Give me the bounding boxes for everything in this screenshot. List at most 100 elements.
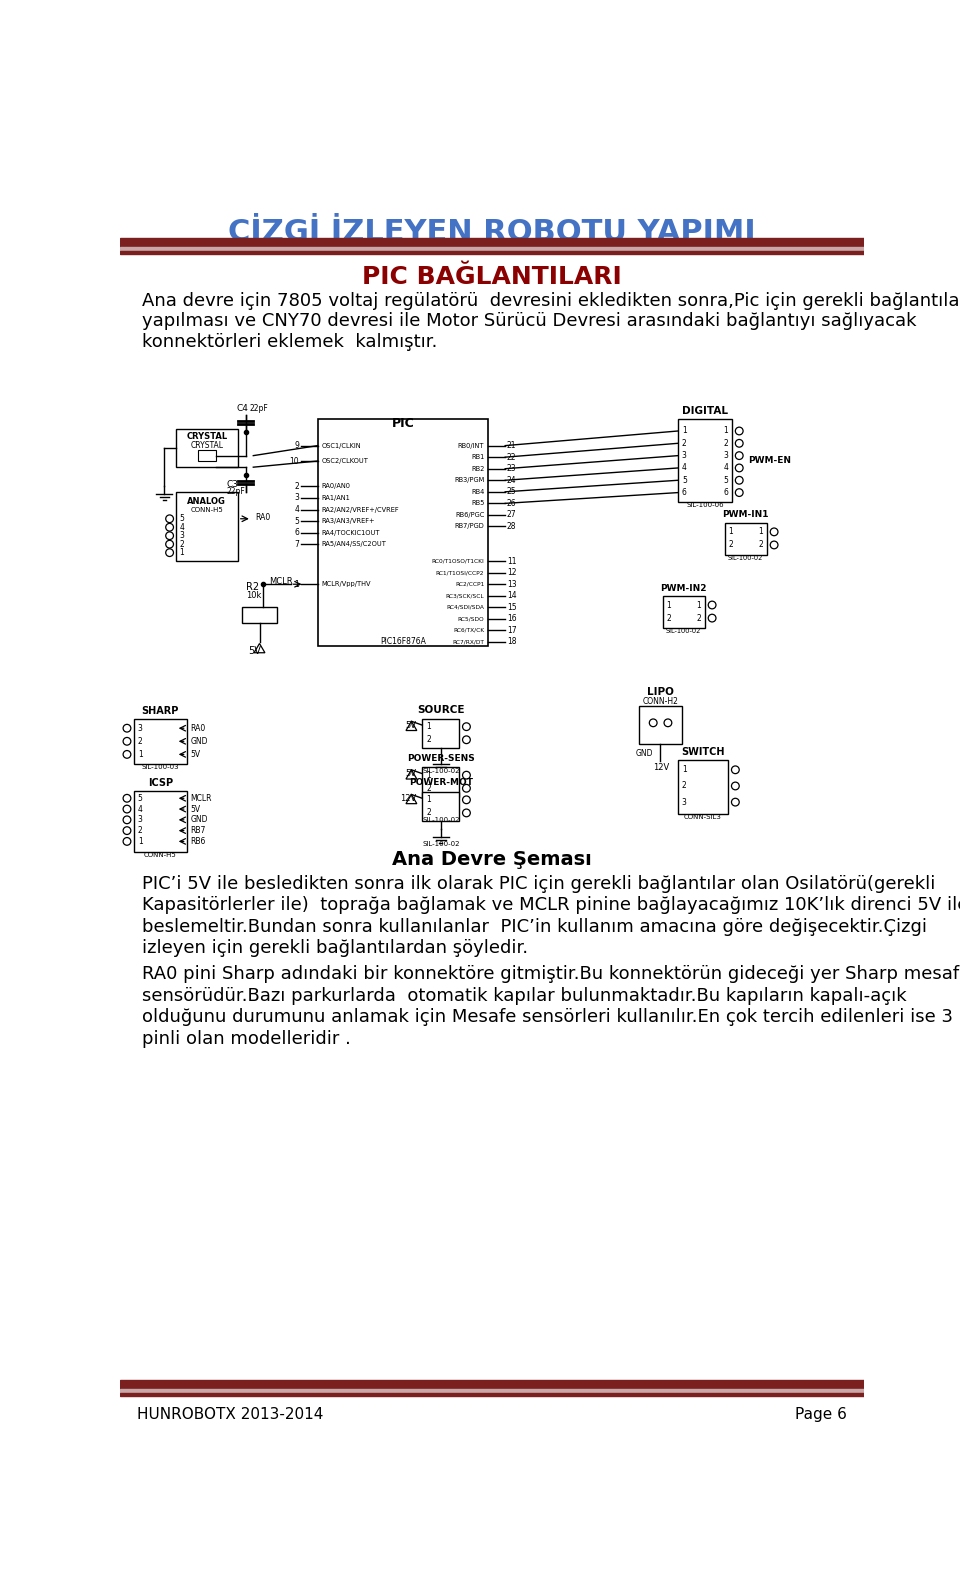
Text: RA4/TOCKIC1OUT: RA4/TOCKIC1OUT <box>322 530 380 536</box>
Text: 10k: 10k <box>247 591 262 600</box>
Text: 1: 1 <box>180 547 184 557</box>
Bar <box>120 1389 864 1393</box>
Text: RA5/AN4/SS/C2OUT: RA5/AN4/SS/C2OUT <box>322 541 386 547</box>
Text: RC5/SDO: RC5/SDO <box>458 616 484 621</box>
Text: 7: 7 <box>294 539 299 549</box>
Text: Kapasitörlerler ile)  toprağa bağlamak ve MCLR pinine bağlayacağımız 10K’lık dir: Kapasitörlerler ile) toprağa bağlamak ve… <box>142 895 960 915</box>
Text: 28: 28 <box>507 522 516 531</box>
Text: 1: 1 <box>295 579 299 589</box>
Text: Ana devre için 7805 voltaj regülatörü  devresini ekledikten sonra,Pic için gerek: Ana devre için 7805 voltaj regülatörü de… <box>142 292 960 310</box>
Text: 2: 2 <box>666 613 671 622</box>
Bar <box>120 238 864 247</box>
Text: 1: 1 <box>666 600 671 610</box>
Text: CONN-H5: CONN-H5 <box>190 506 223 512</box>
Text: 22pF: 22pF <box>227 487 245 496</box>
Text: 9: 9 <box>294 440 299 450</box>
Text: 22: 22 <box>507 453 516 461</box>
Text: 12: 12 <box>507 568 516 578</box>
Text: 2: 2 <box>758 541 763 549</box>
Text: 3: 3 <box>138 723 143 733</box>
Text: 5: 5 <box>138 793 143 803</box>
Text: PIC’i 5V ile besledikten sonra ilk olarak PIC için gerekli bağlantılar olan Osil: PIC’i 5V ile besledikten sonra ilk olara… <box>142 875 935 892</box>
Text: CRYSTAL: CRYSTAL <box>186 433 228 440</box>
Text: pinli olan modelleridir .: pinli olan modelleridir . <box>142 1029 350 1049</box>
Text: 2: 2 <box>295 482 299 492</box>
Text: SOURCE: SOURCE <box>417 705 465 715</box>
Text: OSC1/CLKIN: OSC1/CLKIN <box>322 442 361 448</box>
Bar <box>198 450 216 461</box>
Text: SIL-100-02: SIL-100-02 <box>422 841 460 847</box>
Text: PIC BAĞLANTILARI: PIC BAĞLANTILARI <box>362 265 622 289</box>
Text: PWM-EN: PWM-EN <box>748 456 791 464</box>
Text: RC6/TX/CK: RC6/TX/CK <box>453 627 484 634</box>
Text: RC4/SDI/SDA: RC4/SDI/SDA <box>446 605 484 610</box>
Text: MCLR: MCLR <box>270 578 293 586</box>
Text: Ana Devre Şeması: Ana Devre Şeması <box>392 849 592 868</box>
Bar <box>422 768 460 796</box>
Bar <box>662 595 706 629</box>
Text: 6: 6 <box>682 488 686 496</box>
Text: 1: 1 <box>426 795 431 804</box>
Text: 10: 10 <box>289 456 299 466</box>
Text: 13: 13 <box>507 579 516 589</box>
Text: MCLR/Vpp/THV: MCLR/Vpp/THV <box>322 581 371 587</box>
Text: 22pF: 22pF <box>250 404 268 413</box>
Text: 4: 4 <box>138 804 143 814</box>
Text: 5V: 5V <box>249 646 261 656</box>
Text: RB7: RB7 <box>190 827 205 835</box>
Bar <box>176 492 238 562</box>
Text: RA1/AN1: RA1/AN1 <box>322 495 350 501</box>
Text: 1: 1 <box>138 836 143 846</box>
Text: RC2/CCP1: RC2/CCP1 <box>455 581 484 587</box>
Text: 4: 4 <box>294 504 299 514</box>
Text: Page 6: Page 6 <box>795 1406 847 1422</box>
Text: SIL-100-02: SIL-100-02 <box>728 555 763 562</box>
Text: CONN-H2: CONN-H2 <box>642 697 678 705</box>
Text: OSC2/CLKOUT: OSC2/CLKOUT <box>322 458 369 464</box>
Polygon shape <box>406 721 417 731</box>
Bar <box>678 418 732 501</box>
Text: SWITCH: SWITCH <box>681 747 725 757</box>
Text: RB3/PGM: RB3/PGM <box>454 477 484 484</box>
Text: 3: 3 <box>682 798 686 806</box>
Text: DIGITAL: DIGITAL <box>683 405 728 417</box>
Bar <box>725 522 767 555</box>
Text: SIL-100-02: SIL-100-02 <box>665 629 701 634</box>
Text: konnektörleri eklemek  kalmıştır.: konnektörleri eklemek kalmıştır. <box>142 334 437 351</box>
Text: 27: 27 <box>507 511 516 519</box>
Text: 1: 1 <box>426 721 431 731</box>
Bar <box>120 1393 864 1396</box>
Text: C4: C4 <box>236 404 248 413</box>
Text: 1: 1 <box>682 766 686 774</box>
Text: 3: 3 <box>294 493 299 503</box>
Text: 11: 11 <box>507 557 516 565</box>
Text: 2: 2 <box>426 809 431 817</box>
Text: yapılması ve CNY70 devresi ile Motor Sürücü Devresi arasındaki bağlantıyı sağlıy: yapılması ve CNY70 devresi ile Motor Sür… <box>142 313 916 330</box>
Text: CONN-H5: CONN-H5 <box>144 852 177 859</box>
Text: 1: 1 <box>426 771 431 780</box>
Text: RA3/AN3/VREF+: RA3/AN3/VREF+ <box>322 519 375 523</box>
Text: 3: 3 <box>682 452 686 460</box>
Text: 2: 2 <box>724 439 729 448</box>
Text: CRYSTAL: CRYSTAL <box>190 440 224 450</box>
Bar <box>176 429 238 468</box>
Text: 5: 5 <box>294 517 299 525</box>
Text: 12V: 12V <box>653 763 669 772</box>
Text: 2: 2 <box>682 439 686 448</box>
Text: 2: 2 <box>697 613 701 622</box>
Text: LIPO: LIPO <box>647 686 674 697</box>
Text: MCLR: MCLR <box>190 793 212 803</box>
Text: C3: C3 <box>227 480 238 488</box>
Text: olduğunu durumunu anlamak için Mesafe sensörleri kullanılır.En çok tercih edilen: olduğunu durumunu anlamak için Mesafe se… <box>142 1009 952 1026</box>
Text: RC0/T1OSO/T1CKI: RC0/T1OSO/T1CKI <box>431 559 484 563</box>
Text: 2: 2 <box>138 827 143 835</box>
Text: RB6: RB6 <box>190 836 205 846</box>
Text: RB0/INT: RB0/INT <box>458 442 484 448</box>
Text: sensörüdür.Bazı parkurlarda  otomatik kapılar bulunmaktadır.Bu kapıların kapalı-: sensörüdür.Bazı parkurlarda otomatik kap… <box>142 986 906 1005</box>
Bar <box>134 718 186 763</box>
Text: 2: 2 <box>729 541 733 549</box>
Text: 4: 4 <box>724 463 729 472</box>
Text: 25: 25 <box>507 487 516 496</box>
Text: 5V: 5V <box>405 769 417 779</box>
Text: 1: 1 <box>758 527 763 536</box>
